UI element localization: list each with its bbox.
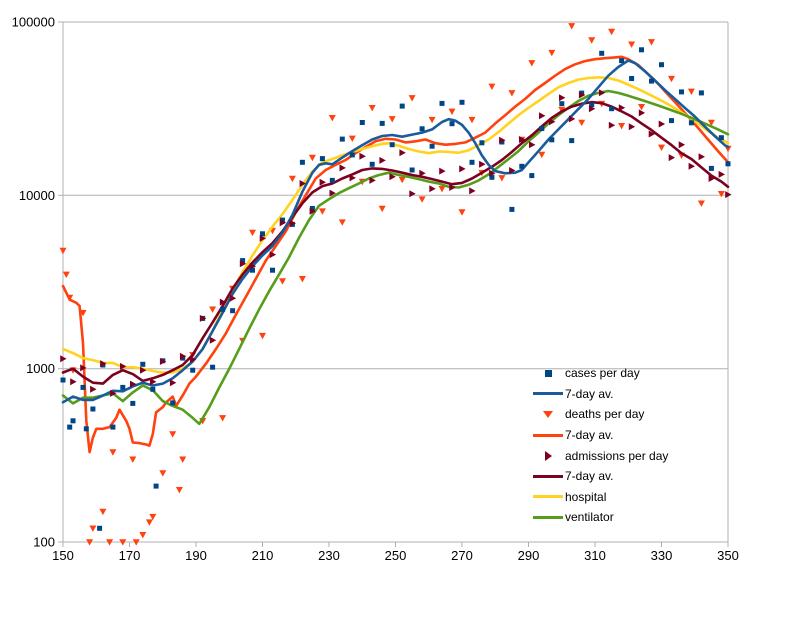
legend-label: 7-day av. [565,469,614,484]
x-tick-label: 290 [518,548,540,563]
legend-line-icon [533,433,563,437]
x-axis: 150 170 190 210 230 250 270 290 310 330 350 [52,542,739,563]
x-tick-label: 210 [252,548,274,563]
x-tick-label: 310 [584,548,606,563]
legend-label: 7-day av. [565,428,614,443]
legend-line-icon [533,495,563,499]
legend-label: ventilator [565,510,614,525]
legend-label: deaths per day [565,407,645,422]
series-deaths [59,23,732,546]
legend-item-deaths-avg: 7-day av. [531,425,668,446]
legend-item-hospital: hospital [531,487,668,508]
legend-triangle-right-icon [544,450,552,461]
x-tick-label: 170 [119,548,141,563]
legend-triangle-down-icon [543,410,553,418]
series-deaths_avg [61,55,730,454]
y-tick-label: 1000 [26,361,55,376]
legend-label: admissions per day [565,448,669,463]
legend-line-icon [533,474,563,478]
x-tick-label: 270 [451,548,473,563]
series-cases_avg [61,59,730,404]
series-ventilator [61,89,730,426]
chart-legend: cases per day 7-day av. deaths per day 7… [531,363,668,528]
y-tick-label: 100 [33,535,55,550]
x-tick-label: 330 [651,548,673,563]
legend-item-admissions-avg: 7-day av. [531,466,668,487]
legend-item-admissions: admissions per day [531,445,668,466]
x-tick-label: 230 [318,548,340,563]
series-hospital [61,76,730,374]
legend-item-cases-avg: 7-day av. [531,384,668,405]
series-admissions [60,89,732,397]
legend-label: hospital [565,489,607,504]
y-tick-label: 10000 [19,188,55,203]
legend-item-cases: cases per day [531,363,668,384]
legend-item-ventilator: ventilator [531,507,668,528]
x-tick-label: 350 [717,548,739,563]
legend-square-icon [544,369,552,377]
x-tick-label: 190 [185,548,207,563]
y-tick-label: 100000 [12,15,55,30]
legend-item-deaths: deaths per day [531,404,668,425]
legend-label: 7-day av. [565,386,614,401]
x-tick-label: 250 [385,548,407,563]
legend-line-icon [533,392,563,396]
y-axis: 100 1000 10000 100000 [12,15,63,550]
x-tick-label: 150 [52,548,74,563]
legend-label: cases per day [565,366,640,381]
legend-line-icon [533,515,563,519]
series-cases [60,47,731,531]
